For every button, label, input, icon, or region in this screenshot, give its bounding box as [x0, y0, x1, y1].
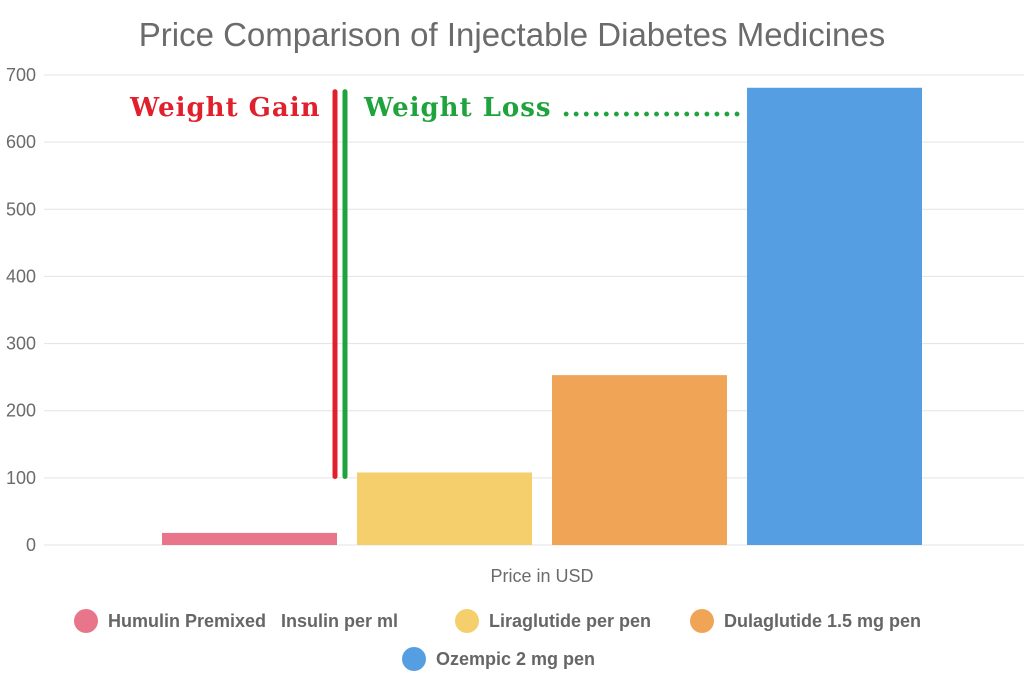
- y-tick-label-700: 700: [6, 65, 36, 85]
- legend-label-ozempic: Ozempic 2 mg pen: [436, 649, 595, 669]
- legend-label-humulin: Humulin Premixed Insulin per ml: [108, 611, 398, 631]
- y-tick-label-200: 200: [6, 401, 36, 421]
- weight-loss-annotation: Weight Loss ..................: [363, 93, 743, 123]
- bar-1[interactable]: [162, 532, 337, 545]
- y-tick-label-0: 0: [26, 535, 36, 555]
- weight-gain-annotation: Weight Gain: [129, 93, 320, 123]
- legend-item-ozempic[interactable]: Ozempic 2 mg pen: [402, 647, 595, 671]
- legend: Humulin Premixed Insulin per ml Liraglut…: [74, 609, 921, 671]
- chart-title: Price Comparison of Injectable Diabetes …: [139, 16, 886, 53]
- x-axis-label: Price in USD: [490, 566, 593, 586]
- y-tick-label-500: 500: [6, 199, 36, 219]
- legend-item-dulaglutide[interactable]: Dulaglutide 1.5 mg pen: [690, 609, 921, 633]
- y-tick-label-600: 600: [6, 132, 36, 152]
- weight-divider: [332, 89, 348, 480]
- legend-swatch-humulin: [74, 609, 98, 633]
- gridlines: [44, 74, 1024, 546]
- y-axis-tick-labels: 0 100 200 300 400 500 600 700: [6, 65, 36, 555]
- legend-label-liraglutide: Liraglutide per pen: [489, 611, 651, 631]
- legend-item-humulin[interactable]: Humulin Premixed Insulin per ml: [74, 609, 398, 633]
- bars: [162, 87, 922, 545]
- bar-4[interactable]: [747, 87, 922, 545]
- bar-2[interactable]: [357, 472, 532, 545]
- legend-label-dulaglutide: Dulaglutide 1.5 mg pen: [724, 611, 921, 631]
- y-tick-label-100: 100: [6, 468, 36, 488]
- y-tick-label-400: 400: [6, 266, 36, 286]
- legend-swatch-dulaglutide: [690, 609, 714, 633]
- y-tick-label-300: 300: [6, 334, 36, 354]
- bar-3[interactable]: [552, 375, 727, 545]
- legend-item-liraglutide[interactable]: Liraglutide per pen: [455, 609, 651, 633]
- legend-swatch-liraglutide: [455, 609, 479, 633]
- legend-swatch-ozempic: [402, 647, 426, 671]
